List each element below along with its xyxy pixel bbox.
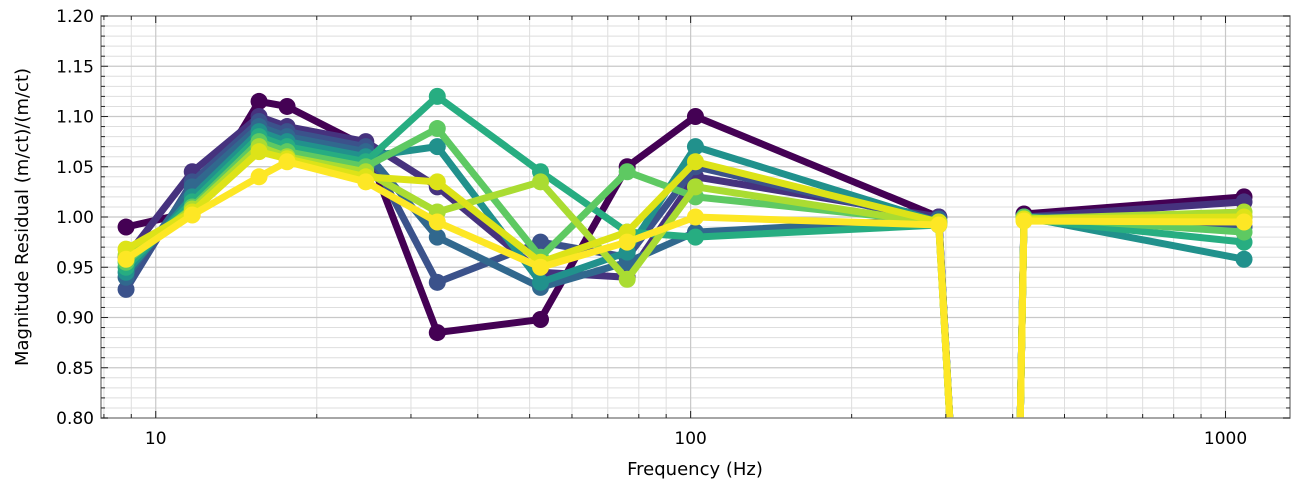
data-point [278, 153, 296, 171]
data-point [686, 153, 704, 171]
data-point [428, 324, 446, 342]
data-point [428, 173, 446, 191]
data-point [686, 138, 704, 156]
data-point [183, 206, 201, 224]
data-point [428, 273, 446, 291]
data-point [930, 216, 948, 234]
data-point [1015, 212, 1033, 230]
data-point [428, 213, 446, 231]
data-point [1235, 250, 1253, 268]
y-tick-label: 0.90 [56, 309, 94, 329]
series-layer [117, 87, 1253, 418]
data-point [250, 143, 268, 161]
y-tick-label: 1.10 [56, 108, 94, 128]
y-tick-label: 0.85 [56, 359, 94, 379]
y-axis-title: Magnitude Residual (m/ct)/(m/ct) [12, 68, 33, 366]
data-point [532, 273, 550, 291]
data-point [357, 173, 375, 191]
data-point [117, 218, 135, 236]
data-point [686, 208, 704, 226]
data-point [532, 311, 550, 329]
data-point [532, 173, 550, 191]
x-tick-labels: 10 100 1000 [145, 429, 1247, 449]
data-point [278, 97, 296, 115]
data-point [618, 233, 636, 251]
data-point [117, 280, 135, 298]
data-point [428, 228, 446, 246]
y-tick-label: 1.20 [56, 7, 94, 27]
x-tick-label: 100 [674, 429, 706, 449]
data-point [686, 178, 704, 196]
x-tick-label: 1000 [1204, 429, 1247, 449]
y-tick-label: 0.80 [56, 409, 94, 429]
data-point [1235, 213, 1253, 231]
y-tick-labels: 0.80 0.85 0.90 0.95 1.00 1.05 1.10 1.15 1.20 [56, 7, 94, 429]
data-point [250, 92, 268, 110]
data-point [618, 270, 636, 288]
y-tick-label: 1.05 [56, 158, 94, 178]
data-point [532, 258, 550, 276]
data-point [686, 228, 704, 246]
y-tick-label: 1.15 [56, 57, 94, 77]
y-tick-label: 1.00 [56, 208, 94, 228]
data-point [428, 120, 446, 138]
data-point [686, 108, 704, 125]
data-point [618, 163, 636, 181]
data-point [250, 168, 268, 186]
series-10 [117, 153, 1253, 418]
data-point [428, 138, 446, 156]
x-tick-label: 10 [145, 429, 167, 449]
axis-ticks [101, 15, 1290, 419]
y-tick-label: 0.95 [56, 258, 94, 278]
x-axis-title: Frequency (Hz) [627, 459, 763, 480]
data-point [117, 250, 135, 268]
data-point [428, 87, 446, 105]
